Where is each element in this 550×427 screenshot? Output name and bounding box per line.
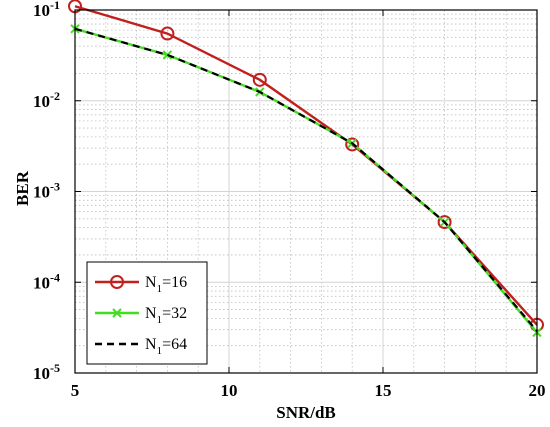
x-tick-label: 15 xyxy=(375,381,392,400)
legend-entry-2: N1=32 xyxy=(95,305,187,326)
y-tick-label: 10-4 xyxy=(33,270,60,292)
y-tick-label: 10-5 xyxy=(33,361,60,383)
series-layer xyxy=(68,0,544,338)
y-tick-exponent: -2 xyxy=(50,89,60,103)
marker-stroke xyxy=(112,308,122,318)
legend-label: N1=16 xyxy=(145,274,187,295)
x-tick-label: 20 xyxy=(529,381,546,400)
x-axis-label: SNR/dB xyxy=(276,403,336,422)
legend-marker xyxy=(112,308,122,318)
legend-label-value: =32 xyxy=(162,305,187,322)
legend-entry-1: N1=16 xyxy=(95,274,187,295)
data-point xyxy=(160,26,175,41)
legend-entry-3: N1=64 xyxy=(95,336,187,357)
legend-label-main: N xyxy=(145,305,157,322)
legend-label-main: N xyxy=(145,274,157,291)
y-tick-label: 10-3 xyxy=(33,180,60,202)
legend-label: N1=32 xyxy=(145,305,187,326)
y-tick-exponent: -3 xyxy=(50,180,60,194)
series-line xyxy=(74,27,538,332)
legend-label-value: =16 xyxy=(162,274,187,291)
series-3 xyxy=(74,27,538,332)
x-tick-label: 10 xyxy=(221,381,238,400)
y-axis-label: BER xyxy=(13,170,32,206)
data-point xyxy=(345,137,360,152)
y-tick-label: 10-1 xyxy=(33,0,60,20)
legend-marker xyxy=(110,275,124,289)
data-point xyxy=(252,72,267,87)
data-point xyxy=(437,215,452,230)
legend-label-subscript: 1 xyxy=(157,314,163,326)
y-tick-label: 10-2 xyxy=(33,89,60,111)
y-tick-exponent: -5 xyxy=(50,361,60,375)
legend-label-value: =64 xyxy=(162,336,187,353)
legend-label-main: N xyxy=(145,336,157,353)
y-tick-exponent: -1 xyxy=(50,0,60,12)
x-tick-label: 5 xyxy=(71,381,80,400)
legend-label: N1=64 xyxy=(145,336,187,357)
y-tick-exponent: -4 xyxy=(50,270,60,284)
legend-label-subscript: 1 xyxy=(157,345,163,357)
legend-label-subscript: 1 xyxy=(157,283,163,295)
